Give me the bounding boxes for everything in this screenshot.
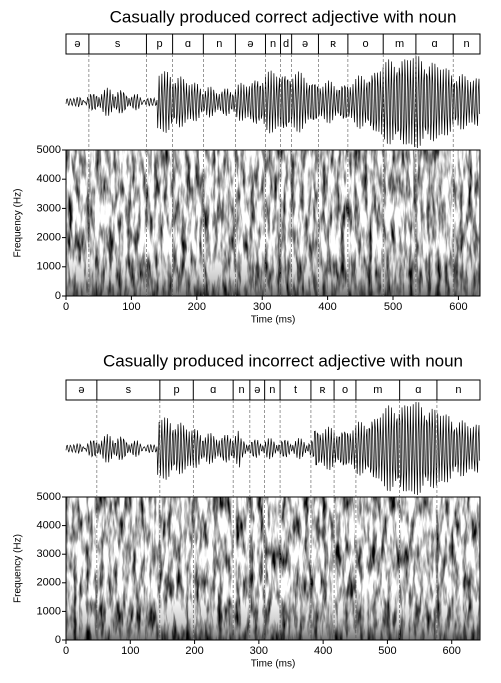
y-tick-label: 3000 xyxy=(37,548,61,560)
x-tick-label: 300 xyxy=(250,645,268,657)
segment-label: s xyxy=(126,384,132,396)
segment-label: m xyxy=(395,38,404,50)
x-tick-label: 400 xyxy=(314,645,332,657)
x-tick-label: 500 xyxy=(384,301,402,313)
segment-label: m xyxy=(373,384,382,396)
segment-label: ɑ xyxy=(210,384,216,396)
segment-label: n xyxy=(238,384,244,396)
segment-label: o xyxy=(362,38,368,50)
y-tick-label: 1000 xyxy=(37,261,61,273)
chart-title: Casually produced correct adjective with… xyxy=(110,7,457,26)
y-tick-label: 5000 xyxy=(37,144,61,156)
x-axis-label: Time (ms) xyxy=(251,659,296,670)
segment-label: ə xyxy=(247,38,253,50)
x-tick-label: 200 xyxy=(185,645,203,657)
y-tick-label: 1000 xyxy=(37,605,61,617)
tier-box xyxy=(65,379,481,401)
waveform xyxy=(65,401,481,496)
segment-label: n xyxy=(464,38,470,50)
segment-label: ɑ xyxy=(415,384,421,396)
segment-label: ʀ xyxy=(320,384,326,396)
segment-label: n xyxy=(269,384,275,396)
y-tick-label: 4000 xyxy=(37,173,61,185)
x-axis-label: Time (ms) xyxy=(251,315,296,326)
segment-label: ɑ xyxy=(185,38,191,50)
y-tick-label: 0 xyxy=(55,634,61,646)
y-tick-label: 0 xyxy=(55,290,61,302)
segment-label: n xyxy=(216,38,222,50)
segment-label: ə xyxy=(74,38,80,50)
x-tick-label: 600 xyxy=(443,645,461,657)
segment-label: o xyxy=(342,384,348,396)
segment-label: ʀ xyxy=(330,38,336,50)
chart-title: Casually produced incorrect adjective wi… xyxy=(103,351,463,370)
segment-label: n xyxy=(455,384,461,396)
x-tick-label: 100 xyxy=(122,301,140,313)
x-tick-label: 100 xyxy=(121,645,139,657)
y-tick-label: 5000 xyxy=(37,491,61,503)
segment-label: n xyxy=(270,38,276,50)
y-axis-label: Frequency (Hz) xyxy=(13,534,24,603)
spectrogram-lowband xyxy=(66,497,480,640)
waveform xyxy=(65,55,481,149)
segment-label: ə xyxy=(78,384,84,396)
x-tick-label: 200 xyxy=(188,301,206,313)
y-axis-label: Frequency (Hz) xyxy=(13,189,24,258)
segment-label: ə xyxy=(302,38,308,50)
tier-box xyxy=(65,33,481,55)
segment-label: s xyxy=(115,38,121,50)
segment-label: d xyxy=(283,38,289,50)
x-tick-label: 500 xyxy=(378,645,396,657)
x-tick-label: 0 xyxy=(63,301,69,313)
x-tick-label: 0 xyxy=(63,645,69,657)
y-tick-label: 2000 xyxy=(37,577,61,589)
segment-label: ə xyxy=(254,384,260,396)
x-tick-label: 300 xyxy=(253,301,271,313)
segment-label: ɑ xyxy=(431,38,437,50)
x-tick-label: 400 xyxy=(318,301,336,313)
spectrogram-lowband xyxy=(66,150,480,296)
x-tick-label: 600 xyxy=(449,301,467,313)
segment-label: p xyxy=(174,384,180,396)
y-tick-label: 3000 xyxy=(37,202,61,214)
y-tick-label: 2000 xyxy=(37,232,61,244)
segment-label: p xyxy=(156,38,162,50)
y-tick-label: 4000 xyxy=(37,520,61,532)
segment-label: t xyxy=(294,384,297,396)
